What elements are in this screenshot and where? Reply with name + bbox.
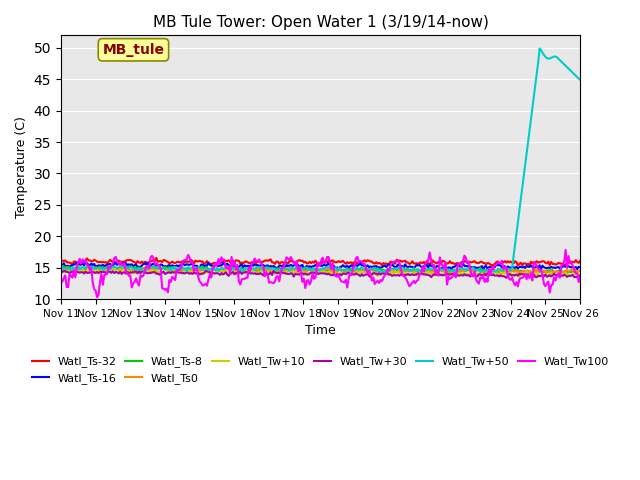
Line: Watl_Tw+30: Watl_Tw+30 <box>61 271 580 278</box>
Watl_Tw+10 <box>576 273 584 278</box>
Watl_Tw+10 <box>239 269 247 275</box>
Watl_Ts-32 <box>230 259 238 265</box>
Watl_Tw+10 <box>122 269 130 275</box>
Text: MB_tule: MB_tule <box>102 43 164 57</box>
Title: MB Tule Tower: Open Water 1 (3/19/14-now): MB Tule Tower: Open Water 1 (3/19/14-now… <box>152 15 488 30</box>
Watl_Tw100 <box>57 279 65 285</box>
Watl_Ts-32 <box>576 258 584 264</box>
Watl_Ts-8 <box>238 265 246 271</box>
Watl_Ts-32 <box>152 255 160 261</box>
Watl_Tw100 <box>576 275 584 280</box>
Line: Watl_Tw+10: Watl_Tw+10 <box>61 269 580 277</box>
Watl_Ts-16 <box>82 259 90 265</box>
Watl_Ts-8 <box>548 267 556 273</box>
Watl_Ts-16 <box>239 264 247 270</box>
Watl_Tw100 <box>285 257 293 263</box>
Watl_Ts-16 <box>122 260 130 266</box>
Watl_Tw100 <box>122 269 130 275</box>
Watl_Tw100 <box>213 263 221 269</box>
Watl_Ts-32 <box>121 259 129 264</box>
Watl_Ts-8 <box>57 263 65 269</box>
Watl_Ts0 <box>239 268 247 274</box>
Watl_Tw100 <box>93 294 101 300</box>
Watl_Ts-16 <box>57 262 65 267</box>
Y-axis label: Temperature (C): Temperature (C) <box>15 116 28 218</box>
Watl_Ts-16 <box>576 264 584 270</box>
Watl_Tw+50 <box>212 267 220 273</box>
Watl_Ts-8 <box>121 264 129 270</box>
Watl_Ts0 <box>285 265 293 271</box>
Watl_Tw+30 <box>60 268 68 274</box>
Watl_Ts-32 <box>285 259 293 264</box>
X-axis label: Time: Time <box>305 324 336 337</box>
Watl_Tw+50 <box>536 46 543 51</box>
Watl_Ts-32 <box>213 260 221 266</box>
Watl_Ts0 <box>122 266 130 272</box>
Watl_Ts0 <box>416 271 424 276</box>
Watl_Tw+10 <box>230 270 238 276</box>
Watl_Tw100 <box>562 247 570 252</box>
Line: Watl_Ts-8: Watl_Ts-8 <box>61 266 580 274</box>
Watl_Tw+10 <box>213 268 221 274</box>
Line: Watl_Tw+50: Watl_Tw+50 <box>61 48 580 272</box>
Watl_Ts-8 <box>229 265 237 271</box>
Watl_Tw+50 <box>550 54 558 60</box>
Watl_Ts0 <box>83 263 91 269</box>
Line: Watl_Ts0: Watl_Ts0 <box>61 266 580 274</box>
Watl_Tw+30 <box>550 271 558 276</box>
Watl_Ts-8 <box>576 268 584 274</box>
Watl_Ts-32 <box>525 263 533 268</box>
Watl_Ts-16 <box>550 264 558 270</box>
Watl_Tw+30 <box>285 271 293 277</box>
Watl_Ts0 <box>57 265 65 271</box>
Watl_Ts-16 <box>230 264 238 270</box>
Legend: Watl_Ts-32, Watl_Ts-16, Watl_Ts-8, Watl_Ts0, Watl_Tw+10, Watl_Tw+30, Watl_Tw+50,: Watl_Ts-32, Watl_Ts-16, Watl_Ts-8, Watl_… <box>28 352 613 388</box>
Watl_Tw+50 <box>576 77 584 83</box>
Watl_Tw+10 <box>550 272 558 278</box>
Watl_Tw+30 <box>213 270 221 276</box>
Watl_Ts0 <box>230 268 238 274</box>
Watl_Tw+30 <box>122 271 130 276</box>
Watl_Tw+10 <box>516 274 524 280</box>
Watl_Ts0 <box>576 268 584 274</box>
Watl_Ts-16 <box>213 263 221 268</box>
Watl_Tw+10 <box>57 269 65 275</box>
Watl_Ts-8 <box>525 271 533 276</box>
Watl_Ts-32 <box>550 261 558 267</box>
Watl_Tw+30 <box>57 270 65 276</box>
Watl_Tw100 <box>239 276 247 282</box>
Watl_Tw+50 <box>238 268 246 274</box>
Watl_Tw+10 <box>111 266 118 272</box>
Line: Watl_Tw100: Watl_Tw100 <box>61 250 580 297</box>
Watl_Ts-16 <box>479 267 487 273</box>
Watl_Tw+30 <box>239 270 247 276</box>
Watl_Tw100 <box>230 258 238 264</box>
Watl_Tw+30 <box>502 275 510 281</box>
Watl_Tw+50 <box>57 264 65 270</box>
Watl_Tw100 <box>548 282 556 288</box>
Watl_Ts-32 <box>239 260 247 266</box>
Watl_Ts-32 <box>57 259 65 264</box>
Watl_Ts-8 <box>284 268 292 274</box>
Watl_Ts0 <box>213 267 221 273</box>
Watl_Ts-8 <box>212 267 220 273</box>
Line: Watl_Ts-32: Watl_Ts-32 <box>61 258 580 265</box>
Watl_Tw+10 <box>285 268 293 274</box>
Watl_Tw+50 <box>121 264 129 269</box>
Watl_Tw+50 <box>284 266 292 272</box>
Watl_Tw+30 <box>230 272 238 277</box>
Watl_Tw+50 <box>476 269 484 275</box>
Line: Watl_Ts-16: Watl_Ts-16 <box>61 262 580 270</box>
Watl_Ts0 <box>550 269 558 275</box>
Watl_Tw+50 <box>229 266 237 272</box>
Watl_Tw+30 <box>576 273 584 278</box>
Watl_Ts-16 <box>285 263 293 268</box>
